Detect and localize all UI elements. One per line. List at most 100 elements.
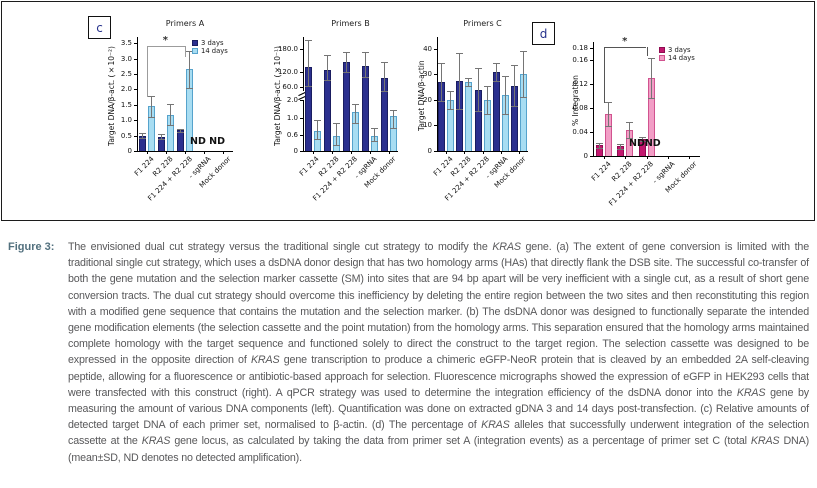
y-tick-primers-b xyxy=(300,118,303,119)
error-bar-cap xyxy=(604,126,612,128)
x-tick-mock-donor xyxy=(223,151,225,154)
x-tick-f1-224-r2-228 xyxy=(185,151,186,154)
y-tick-label-primers-a: 3.5 xyxy=(120,39,132,48)
caption-italic-gene: KRAS xyxy=(141,435,171,448)
error-bar-cap xyxy=(438,62,446,64)
error-bar-line xyxy=(150,95,152,118)
caption-segment: gene by measuring the amount of various … xyxy=(68,386,809,432)
x-tick-label-f1-224: F1 224 xyxy=(132,155,156,178)
error-bar-cap xyxy=(638,137,646,139)
x-tick-sgrna xyxy=(369,151,371,154)
y-tick-primers-b xyxy=(300,86,303,88)
error-bar-cap xyxy=(323,80,331,82)
error-bar-cap xyxy=(519,97,527,99)
error-bar-cap xyxy=(389,109,397,111)
error-bar-line xyxy=(169,104,171,125)
x-tick-f1-224-r2-228 xyxy=(646,156,648,159)
panel-letter-c: c xyxy=(88,16,111,39)
error-bar-cap xyxy=(157,138,165,140)
caption-italic-gene: KRAS xyxy=(750,435,780,448)
y-tick-label-percent-integration: 0.08 xyxy=(572,104,588,113)
x-tick-sgrna xyxy=(204,151,206,154)
error-bar-cap xyxy=(332,123,340,125)
y-tick-primers-a xyxy=(134,74,137,75)
caption-italic-gene: KRAS xyxy=(492,241,521,253)
error-bar-cap xyxy=(447,108,455,110)
error-bar-line xyxy=(326,54,328,81)
figure-caption: Figure 3: The envisioned dual cut strate… xyxy=(8,239,809,466)
chart-title-primers-b: Primers B xyxy=(331,19,370,28)
x-tick-label-f1-224: F1 224 xyxy=(589,160,613,183)
caption-segment: gene transcription to produce a chimeric… xyxy=(68,354,810,399)
error-bar-cap xyxy=(501,75,509,77)
chart-title-primers-a: Primers A xyxy=(165,19,205,28)
y-tick-primers-a xyxy=(134,58,137,60)
bar-3-days-r2-228 xyxy=(323,70,331,151)
y-tick-percent-integration xyxy=(590,108,593,110)
y-tick-label-primers-b: 2.0 xyxy=(286,96,298,105)
y-tick-label-primers-b: 120.0 xyxy=(277,68,298,77)
error-bar-cap xyxy=(177,128,184,130)
error-bar-cap xyxy=(626,122,634,124)
error-bar-cap xyxy=(370,128,378,130)
error-bar-cap xyxy=(626,138,634,140)
legend-swatch-14-days xyxy=(192,47,198,54)
y-tick-label-primers-b: 60.0 xyxy=(282,82,298,91)
y-tick-label-primers-b: 0.6 xyxy=(286,131,298,140)
error-bar-cap xyxy=(510,65,518,67)
error-bar-line xyxy=(620,144,622,149)
error-bar-cap xyxy=(647,97,655,99)
error-bar-line xyxy=(522,51,524,98)
x-tick-label-f1-224: F1 224 xyxy=(298,155,322,178)
error-bar-cap xyxy=(492,80,500,82)
x-tick-f1-224 xyxy=(146,151,148,154)
legend-swatch-14-days xyxy=(659,54,665,61)
nd-label-primers-a: ND ND xyxy=(190,136,225,147)
error-bar-cap xyxy=(492,62,500,64)
y-tick-primers-c xyxy=(434,74,437,76)
error-bar-cap xyxy=(157,134,165,136)
y-tick-primers-c xyxy=(434,125,437,127)
error-bar-cap xyxy=(501,113,509,115)
y-tick-label-primers-b: 0 xyxy=(293,147,298,155)
y-tick-label-primers-a: 3.0 xyxy=(120,54,132,63)
y-tick-primers-a xyxy=(134,43,137,45)
x-tick-r2-228 xyxy=(165,151,167,154)
error-bar-cap xyxy=(304,86,312,88)
significance-bracket-leg xyxy=(603,47,605,103)
error-bar-line xyxy=(459,52,461,109)
legend-label-14-days: 14 days xyxy=(668,53,695,62)
error-bar-cap xyxy=(389,128,397,130)
error-bar-cap xyxy=(456,108,464,110)
error-bar-cap xyxy=(361,77,369,78)
y-tick-label-primers-a: 0 xyxy=(127,147,132,155)
error-bar-cap xyxy=(474,67,482,69)
significance-bracket xyxy=(146,46,185,47)
y-axis-label-primers-a: Target DNA/β-act. (×10⁻²) xyxy=(107,46,116,146)
error-bar-cap xyxy=(351,104,359,105)
y-tick-label-primers-a: 1.0 xyxy=(120,116,132,125)
y-tick-label-primers-c: 30 xyxy=(423,70,432,79)
x-tick-sgrna xyxy=(667,156,669,159)
error-bar-cap xyxy=(510,106,518,108)
error-bar-line xyxy=(335,123,337,146)
panel-letter-c-text: c xyxy=(96,20,103,35)
caption-segment: The envisioned dual cut strategy versus … xyxy=(68,241,493,253)
error-bar-cap xyxy=(147,95,155,97)
y-tick-label-primers-b: 180.0 xyxy=(277,44,298,53)
legend-label-14-days: 14 days xyxy=(201,46,228,55)
x-tick-sgrna xyxy=(500,151,502,154)
error-bar-cap xyxy=(323,54,331,56)
error-bar-cap xyxy=(166,124,174,126)
caption-italic-gene: KRAS xyxy=(481,419,510,432)
error-bar-cap xyxy=(483,85,491,87)
chart-title-primers-c: Primers C xyxy=(463,19,502,28)
y-tick-primers-b xyxy=(300,48,303,50)
y-tick-label-primers-c: 40 xyxy=(423,44,432,53)
error-bar-cap xyxy=(177,131,184,133)
significance-bracket-leg xyxy=(146,46,148,97)
error-bar-cap xyxy=(617,148,625,150)
error-bar-line xyxy=(364,51,366,77)
error-bar-cap xyxy=(186,87,193,89)
